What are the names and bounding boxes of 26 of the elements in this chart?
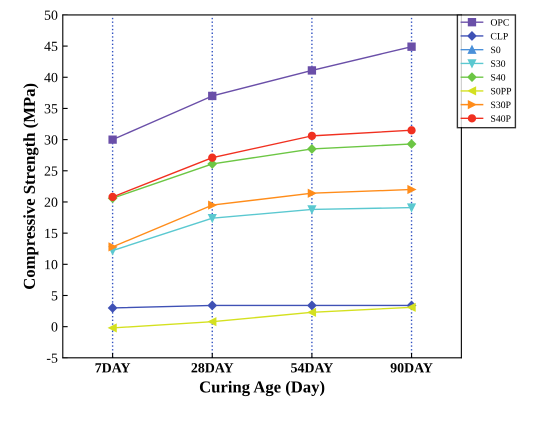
legend-label: CLP — [490, 32, 508, 40]
y-tick-label: 35 — [44, 104, 58, 114]
y-tick-label: 25 — [44, 166, 58, 176]
y-tick-label: 0 — [52, 322, 58, 332]
y-tick-label: 15 — [45, 228, 58, 238]
x-tick-label: 7DAY — [96, 363, 130, 372]
legend-label: S0PP — [491, 88, 512, 94]
y-tick-label: 30 — [44, 135, 58, 145]
y-tick-label: 40 — [44, 72, 58, 82]
y-tick-label: 10 — [45, 260, 58, 270]
x-tick-label: 90DAY — [390, 363, 433, 372]
y-tick-label: -5 — [46, 354, 58, 363]
legend-label: S0 — [491, 46, 500, 54]
y-axis-title: Compressive Strength (MPa) — [23, 84, 38, 289]
x-axis-title: Curing Age (Day) — [200, 380, 324, 396]
legend-label: S30P — [491, 102, 511, 108]
y-tick-label: 20 — [44, 198, 58, 207]
y-tick-label: 50 — [44, 10, 58, 20]
y-tick-label: 5 — [52, 291, 58, 300]
legend-label: S40 — [491, 74, 506, 81]
legend-label: S40P — [491, 115, 511, 122]
legend-label: S30 — [491, 60, 506, 67]
legend-label: OPC — [490, 19, 509, 26]
x-tick-label: 28DAY — [191, 363, 234, 372]
y-tick-label: 45 — [44, 42, 58, 52]
x-tick-label: 54DAY — [291, 363, 333, 372]
